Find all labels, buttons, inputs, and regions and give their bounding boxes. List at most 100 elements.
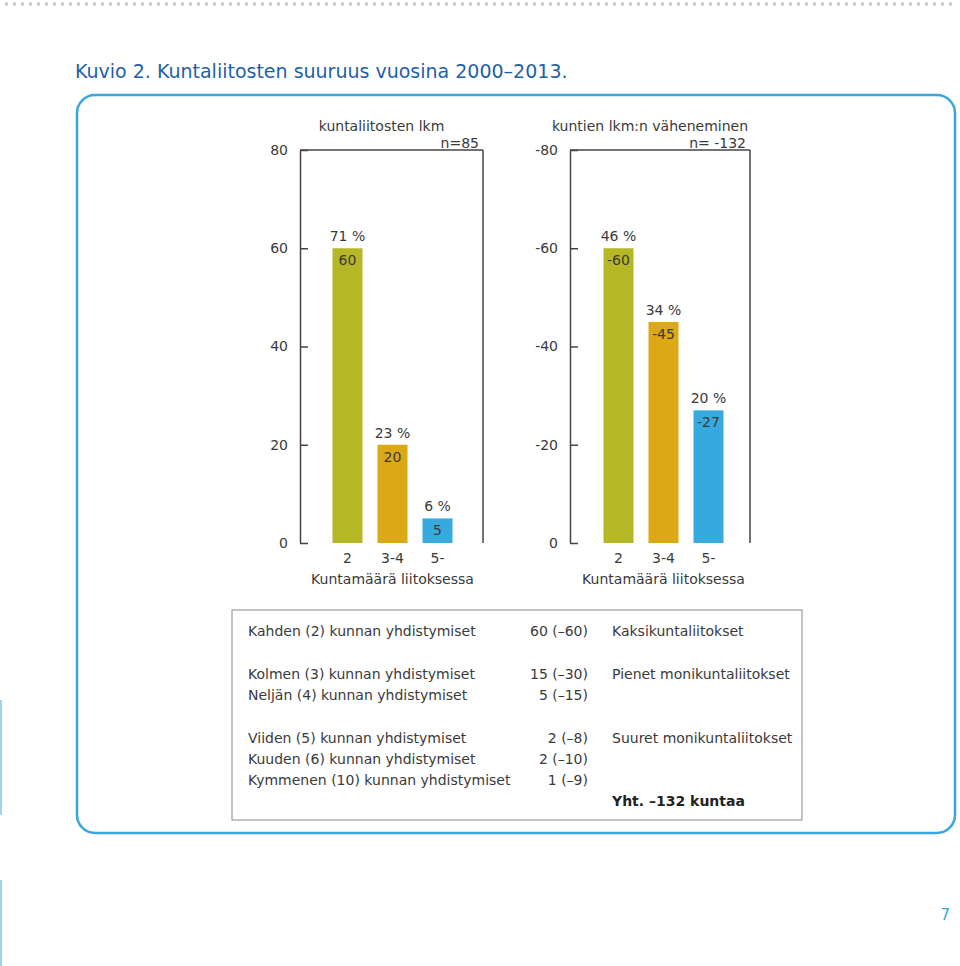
y-tick: 40 xyxy=(270,338,308,354)
row-label: Kolmen (3) kunnan yhdistymiset xyxy=(248,666,475,682)
y-tick: 80 xyxy=(270,142,308,158)
bar-labels: -60 46 % -45 34 % -27 20 % xyxy=(601,228,727,430)
value-label: 60 xyxy=(339,252,357,268)
y-tick-line xyxy=(300,445,308,447)
y-tick-label: 0 xyxy=(549,535,558,551)
bar xyxy=(378,445,408,543)
chart-title: kuntien lkm:n väheneminen xyxy=(552,118,748,134)
y-tick-line xyxy=(300,543,308,545)
top-dots xyxy=(5,3,955,6)
frame-right xyxy=(749,150,751,543)
bar xyxy=(423,518,453,543)
row-label: Neljän (4) kunnan yhdistymiset xyxy=(248,687,468,703)
x-tick: 3-4 xyxy=(652,550,675,566)
outer-frame xyxy=(77,95,955,833)
side-mark xyxy=(0,880,2,966)
x-tick: 3-4 xyxy=(381,550,404,566)
value-label: 20 xyxy=(384,449,402,465)
y-tick: 20 xyxy=(270,437,308,453)
share-label: 71 % xyxy=(330,228,366,244)
row-count: 15 (–30) xyxy=(530,666,588,682)
y-tick-label: 60 xyxy=(270,240,288,256)
row-label: Kymmenen (10) kunnan yhdistymiset xyxy=(248,772,511,788)
figure-title: Kuvio 2. Kuntaliitosten suuruus vuosina … xyxy=(75,60,568,82)
share-label: 46 % xyxy=(601,228,637,244)
row-count: 2 (–10) xyxy=(539,751,588,767)
x-axis: 2 3-4 5- xyxy=(343,550,444,566)
bar xyxy=(694,410,724,543)
frame-top xyxy=(300,149,483,151)
y-axis: 0 -20 -40 -60 -80 xyxy=(535,142,578,551)
row-label: Viiden (5) kunnan yhdistymiset xyxy=(248,730,467,746)
y-tick-label: 40 xyxy=(270,338,288,354)
y-tick: -60 xyxy=(535,240,578,256)
y-axis: 0 20 40 60 80 xyxy=(270,142,308,551)
y-tick-label: -20 xyxy=(535,437,558,453)
x-tick: 2 xyxy=(614,550,623,566)
y-tick-line xyxy=(300,346,308,348)
share-label: 20 % xyxy=(691,390,727,406)
annotation: n=85 xyxy=(441,135,479,151)
row-label: Kahden (2) kunnan yhdistymiset xyxy=(248,623,476,639)
row-count: 2 (–8) xyxy=(548,730,588,746)
y-tick-line xyxy=(570,346,578,348)
x-tick-label: 3-4 xyxy=(652,550,675,566)
x-tick: 5- xyxy=(702,550,716,566)
row-count: 1 (–9) xyxy=(548,772,588,788)
value-label: -60 xyxy=(607,252,630,268)
bar xyxy=(649,322,679,543)
chart-title: kuntaliitosten lkm xyxy=(319,118,445,134)
y-tick-line xyxy=(570,150,578,152)
side-mark xyxy=(0,700,2,815)
group-label: Kaksikuntaliitokset xyxy=(612,623,744,639)
x-tick-label: 2 xyxy=(343,550,352,566)
y-tick-line xyxy=(570,248,578,250)
table: Kaksikuntaliitokset Kahden (2) kunnan yhd… xyxy=(232,610,802,820)
y-tick-label: 0 xyxy=(279,535,288,551)
frame-right xyxy=(482,150,484,543)
y-tick: 60 xyxy=(270,240,308,256)
chart: kuntien lkm:n väheneminenn= -132 0 -20 -40 -… xyxy=(535,118,750,587)
x-axis: 2 3-4 5- xyxy=(614,550,715,566)
page: Kuvio 2. Kuntaliitosten suuruus vuosina … xyxy=(0,0,960,966)
row-count: 60 (–60) xyxy=(530,623,588,639)
x-tick-label: 5- xyxy=(702,550,716,566)
value-label: -45 xyxy=(652,326,675,342)
share-label: 23 % xyxy=(375,425,411,441)
y-tick: -80 xyxy=(535,142,578,158)
row-label: Kuuden (6) kunnan yhdistymiset xyxy=(248,751,476,767)
y-tick-label: -60 xyxy=(535,240,558,256)
x-tick-label: 2 xyxy=(614,550,623,566)
y-tick: -40 xyxy=(535,338,578,354)
x-tick-label: 3-4 xyxy=(381,550,404,566)
y-tick-line xyxy=(570,543,578,545)
x-tick: 2 xyxy=(343,550,352,566)
y-tick: 0 xyxy=(549,535,578,551)
frame-top xyxy=(570,149,750,151)
group-label: Pienet monikuntaliitokset xyxy=(612,666,790,682)
y-tick-label: 20 xyxy=(270,437,288,453)
value-label: 5 xyxy=(433,522,442,538)
bar xyxy=(333,248,363,543)
bar-labels: 60 71 % 20 23 % 5 6 % xyxy=(330,228,451,538)
annotation: n= -132 xyxy=(689,135,746,151)
table-frame xyxy=(232,610,802,820)
y-tick-label: 80 xyxy=(270,142,288,158)
x-axis-label: Kuntamäärä liitoksessa xyxy=(582,571,745,587)
row-count: 5 (–15) xyxy=(539,687,588,703)
group-label: Suuret monikuntaliitokset xyxy=(612,730,793,746)
y-tick-line xyxy=(300,150,308,152)
share-label: 6 % xyxy=(424,498,451,514)
page-number: 7 xyxy=(940,906,950,924)
bar xyxy=(604,248,634,543)
table-total: Yht. –132 kuntaa xyxy=(611,793,745,809)
chart: kuntaliitosten lkmn=85 0 20 40 60 80 2 3-4 5- Kun… xyxy=(270,118,483,587)
value-label: -27 xyxy=(697,414,720,430)
x-tick-label: 5- xyxy=(431,550,445,566)
y-tick: -20 xyxy=(535,437,578,453)
x-axis-label: Kuntamäärä liitoksessa xyxy=(311,571,474,587)
y-tick-label: -80 xyxy=(535,142,558,158)
share-label: 34 % xyxy=(646,302,682,318)
y-tick-label: -40 xyxy=(535,338,558,354)
bars xyxy=(333,248,453,543)
